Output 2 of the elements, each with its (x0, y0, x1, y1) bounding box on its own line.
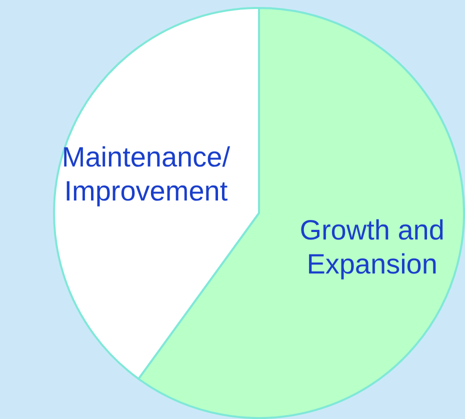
slice-label: Maintenance/ Improvement (62, 142, 230, 207)
slice-label: Growth and Expansion (300, 215, 444, 280)
